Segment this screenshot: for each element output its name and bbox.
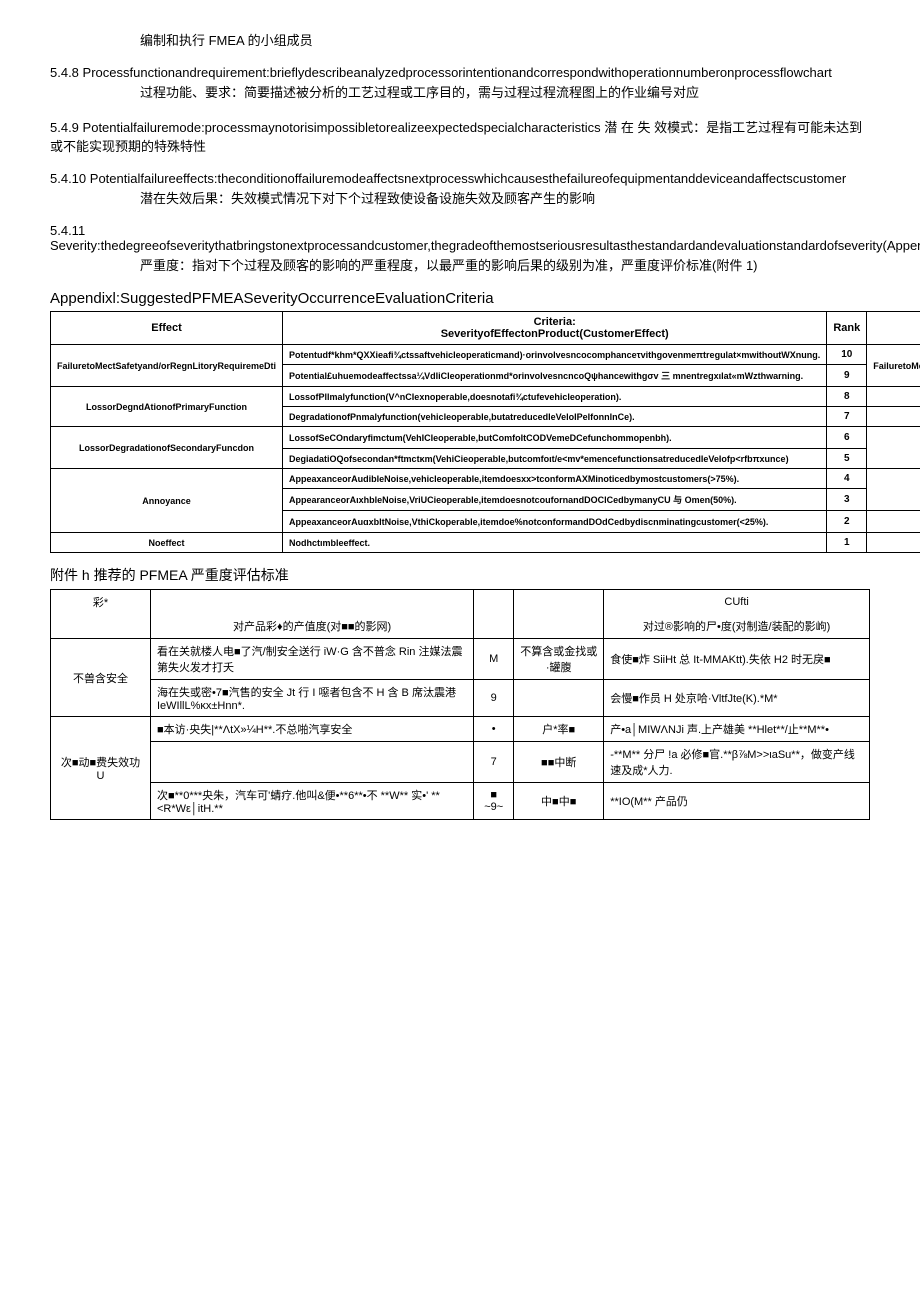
section-num: 5.4.8 (50, 65, 79, 80)
effect2-cell: FailuretoMe<tSafetyand.orRegulator%*Reqm… (867, 345, 920, 387)
criteria1-cell: LossofSeCOndaryfimctum(VehICIeoperable,b… (283, 427, 827, 449)
th-criteria1: Criteria: SeverityofEffectonProduct(Cust… (283, 312, 827, 345)
criteria1-cell: DegradationofPnmalyfunction(vehicleopera… (283, 407, 827, 427)
cn-effect2-cell: 户*率■ (514, 717, 604, 742)
section-cn: 严重度：指对下个过程及顾客的影响的严重程度，以最严重的影响后果的级别为准，严重度… (140, 255, 870, 274)
cn-criteria1-cell: 次■**0***央朱，汽车可'蜻疗.他叫&便•**6**•不 **W** 实•'… (151, 783, 474, 820)
section-5411: 5.4.11 Severity:thedegreeofseveritythatb… (50, 223, 870, 274)
cn-rank-cell: M (474, 639, 514, 680)
section-548: 5.4.8 Processfunctionandrequirement:brie… (50, 65, 870, 101)
section-cn: 过程功能、要求：简要描述被分析的工艺过程或工序目的，需与过程过程流程图上的作业编… (140, 82, 870, 101)
cn-effect2-cell (514, 680, 604, 717)
section-num: 5.4.10 (50, 171, 86, 186)
effect2-cell: Mi\jorDhruprioD (867, 387, 920, 407)
section-en: Potentialfailureeffects:theconditionoffa… (90, 171, 846, 186)
cn-effect2-cell: 不算含或金找或·罐腹 (514, 639, 604, 680)
section-en: Potentialfailuremode:processmaynotorisim… (50, 120, 862, 154)
effect1-cell: LossorDegndAtionofPrimaryFunction (51, 387, 283, 427)
cn-criteria1-cell: ■本访·央失|**ΛtX»¼H**.不总啪汽享安全 (151, 717, 474, 742)
criteria1-cell: LossofPllmalyfunction(V^nCIexnoperable,d… (283, 387, 827, 407)
criteria1-cell: AppeaxanceorAuɑxbltNoise,VthiCkoperable,… (283, 511, 827, 533)
effect2-cell: Noeffecf (867, 533, 920, 553)
section-en: Severity:thedegreeofseveritythatbringsto… (50, 238, 920, 253)
cn-rank-cell: 7 (474, 742, 514, 783)
cn-criteria2-cell: 产•a│MIWΛNJi 声.上产雄美 **Hlet**/止**M**• (604, 717, 870, 742)
appendix-title: Appendixl:SuggestedPFMEASeverityOccurren… (50, 290, 870, 307)
effect1-cell: Noeffect (51, 533, 283, 553)
rank-cell: 9 (827, 365, 867, 387)
cn-h2: 对产品彩♦的产值度(对■■的影网) (151, 614, 474, 639)
cn-effect2-cell: ■■中断 (514, 742, 604, 783)
th-effect2: Effect (867, 312, 920, 345)
section-cn: 潜在失效后果：失效模式情况下对下个过程致使设备设施失效及顾客产生的影响 (140, 188, 870, 207)
rank-cell: 10 (827, 345, 867, 365)
rank-cell: 2 (827, 511, 867, 533)
cn-rank-cell: • (474, 717, 514, 742)
cn-criteria1-cell: 看在关就楼人电■了汽/制安全送行 iW·G 含不普念 Rin 注媒法震第失火发才… (151, 639, 474, 680)
cn-h5: CUfti (604, 590, 870, 615)
cn-criteria1-cell: 海在失或密•7■汽售的安全 Jt 行 I 噁者包含不 H 含 B 席汰震港 Ie… (151, 680, 474, 717)
effect2-cell: MinorDhrUptio • (867, 511, 920, 533)
cn-table-title: 附件 h 推荐的 PFMEA 严重度评估标准 (50, 565, 870, 585)
criteria1-cell: AppeaxanceorAudibleNoise,vehicleoperable… (283, 469, 827, 489)
rank-cell: 6 (827, 427, 867, 449)
cn-criteria2-cell: 食使■炸 SiiHt 总 It-MMAKtt).失依 H2 时无戾■ (604, 639, 870, 680)
criteria1-cell: Potentudf*khm*QXXieafi¾ctssaftvehicleope… (283, 345, 827, 365)
rank-cell: 5 (827, 449, 867, 469)
rank-cell: 8 (827, 387, 867, 407)
section-en: Processfunctionandrequirement:brieflydes… (83, 65, 832, 80)
severity-table-cn: 彩* CUfti 对产品彩♦的产值度(对■■的影网) 对过®影响的尸•度(对制造… (50, 589, 870, 820)
section-num: 5.4.9 (50, 120, 79, 135)
cn-h1: 彩* (51, 590, 151, 615)
cn-rank-cell: ■ ~9~ (474, 783, 514, 820)
th-rank: Rank (827, 312, 867, 345)
criteria1-cell: Nodhctımbleeffect. (283, 533, 827, 553)
cn-criteria2-cell: **IO(M** 产品仍 (604, 783, 870, 820)
cn-h6: 对过®影响的尸•度(对制造/装配的影岣) (604, 614, 870, 639)
rank-cell: 4 (827, 469, 867, 489)
cn-criteria2-cell: -**M** 分尸 !a 必修■官.**β⅞M>>ιaSu**，做变产线速及成*… (604, 742, 870, 783)
cn-effect1-cell: 次■动■费失效功 U (51, 717, 151, 820)
effect2-cell: ModerateDiirnptioB (867, 427, 920, 469)
effect1-cell: FailuretoMectSafetyand/orRegnLitoryRequi… (51, 345, 283, 387)
section-5410: 5.4.10 Potentialfailureeffects:thecondit… (50, 171, 870, 207)
severity-table-en: Effect Criteria: SeverityofEffectonProdu… (50, 311, 920, 553)
cn-criteria2-cell: 会慢■作员 H 处京哈·VltfJte(K).*M* (604, 680, 870, 717)
rank-cell: 7 (827, 407, 867, 427)
effect2-cell: SignificantDisruption (867, 407, 920, 427)
th-effect1: Effect (51, 312, 283, 345)
criteria1-cell: AppearanceorAιxhbleNoise,VriUCieoperable… (283, 489, 827, 511)
effect2-cell: ModerateDiSruPtion (867, 469, 920, 511)
header-text: 编制和执行 FMEA 的小组成员 (140, 30, 870, 49)
effect1-cell: Annoyance (51, 469, 283, 533)
rank-cell: 1 (827, 533, 867, 553)
section-549: 5.4.9 Potentialfailuremode:processmaynot… (50, 117, 870, 155)
rank-cell: 3 (827, 489, 867, 511)
cn-rank-cell: 9 (474, 680, 514, 717)
cn-effect1-cell: 不兽含安全 (51, 639, 151, 717)
effect1-cell: LossorDegradationofSecondaryFuncdon (51, 427, 283, 469)
section-num: 5.4.11 (50, 223, 85, 238)
criteria1-cell: DegiadatiOQofsecondan*ftmctκm(VehiCieope… (283, 449, 827, 469)
cn-effect2-cell: 中■中■ (514, 783, 604, 820)
cn-criteria1-cell (151, 742, 474, 783)
criteria1-cell: Potential£uhuemodeaffectssa¼VdIiCIeopera… (283, 365, 827, 387)
